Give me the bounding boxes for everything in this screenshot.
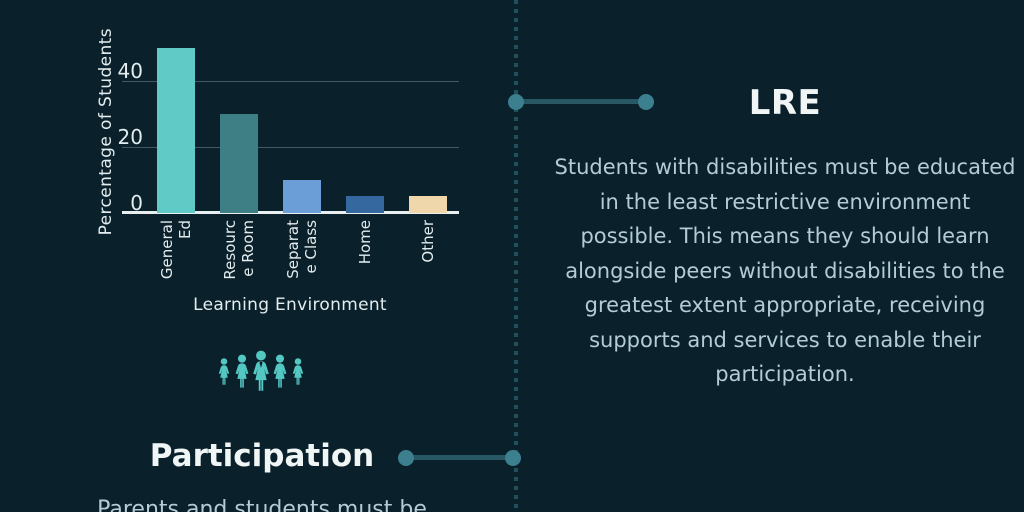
timeline-divider <box>514 0 518 512</box>
lre-heading: LRE <box>748 83 822 123</box>
lre-body: Students with disabilities must be educa… <box>554 155 1016 386</box>
timeline-node-dot <box>508 94 524 110</box>
x-tick-label-general-ed: General Ed <box>158 220 194 280</box>
x-tick-label-separate-class: Separat e Class <box>284 220 320 279</box>
people-group-icon <box>218 350 304 391</box>
bar-general-ed <box>157 48 195 213</box>
y-tick-label-40: 40 <box>117 59 143 83</box>
timeline-node-dot <box>505 450 521 466</box>
participation-heading: Participation <box>149 438 375 474</box>
x-axis-title: Learning Environment <box>193 295 387 315</box>
x-tick-label-home: Home <box>356 220 374 265</box>
y-tick-label-0: 0 <box>130 191 143 215</box>
participation-connector-line <box>406 455 513 460</box>
y-tick-label-20: 20 <box>117 125 143 149</box>
x-tick-label-resource-room: Resourc e Room <box>221 220 257 280</box>
participation-node-dot <box>398 450 414 466</box>
bar-other <box>409 196 447 213</box>
gridline-20 <box>122 146 459 148</box>
bar-resource-room <box>220 114 258 213</box>
participation-body: Parents and students must be <box>97 497 427 512</box>
bar-separate-class <box>283 180 321 213</box>
x-tick-label-other: Other <box>419 220 437 263</box>
gridline-40 <box>122 80 459 82</box>
lre-node-dot <box>638 94 654 110</box>
lre-connector-line <box>516 99 646 104</box>
bar-home <box>346 196 384 213</box>
